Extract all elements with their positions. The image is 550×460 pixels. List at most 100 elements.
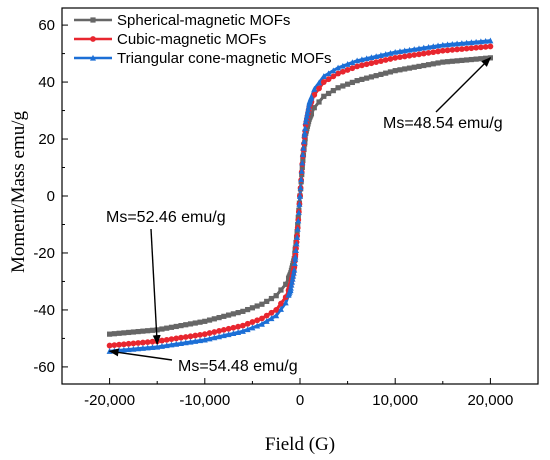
y-ticks: -60 -40 -20 0 20 40 60 [33,17,68,376]
series-marker-2 [120,346,127,353]
series-marker-2 [239,328,246,334]
series-marker-0 [135,328,141,335]
series-marker-0 [230,311,236,317]
series-marker-1 [197,331,203,338]
series-marker-0 [240,308,246,314]
series-marker-2 [294,234,301,240]
x-tick-label: -20,000 [84,392,135,409]
annotation-arrow-1 [150,228,161,346]
legend-marker-1 [90,36,96,42]
series-marker-0 [295,221,301,228]
series-marker-1 [368,60,375,67]
series-marker-0 [378,71,384,78]
series-marker-2 [354,57,361,64]
series-marker-2 [263,318,270,324]
series-marker-0 [345,81,351,87]
series-marker-1 [430,49,437,56]
series-marker-0 [140,328,146,334]
series-marker-2 [206,335,213,342]
series-marker-2 [277,306,284,312]
series-marker-1 [249,319,256,325]
series-marker-0 [149,327,156,333]
legend-marker-2 [90,54,96,61]
series-marker-2 [154,343,161,350]
series-marker-2 [294,225,301,232]
series-marker-2 [163,342,170,349]
series-marker-2 [168,341,175,348]
series-marker-0 [316,99,322,105]
legend-label-2: Triangular cone-magnetic MOFs [117,50,332,67]
series-marker-2 [287,284,294,291]
series-marker-2 [458,40,465,46]
series-marker-1 [178,334,184,341]
series-marker-1 [487,43,494,50]
series-marker-2 [295,217,302,224]
series-marker-1 [130,340,137,347]
series-marker-0 [278,287,284,293]
series-marker-2 [430,43,437,50]
series-marker-1 [216,328,222,334]
series-marker-1 [182,334,189,340]
series-marker-1 [339,68,346,75]
series-marker-2 [254,322,261,329]
series-marker-2 [282,299,289,306]
series-marker-0 [249,305,255,311]
x-ticks: -20,000 -10,000 0 10,000 20,000 [61,378,539,409]
y-tick-label: 0 [47,188,55,205]
series-marker-2 [201,336,208,343]
series-marker-1 [311,91,318,98]
series-marker-0 [116,330,122,336]
series-marker-0 [430,61,436,67]
series-marker-2 [296,201,303,207]
series-marker-2 [368,54,375,61]
series-marker-2 [349,59,356,66]
series-marker-1 [268,309,275,316]
series-marker-2 [477,38,484,45]
series-marker-2 [300,144,307,151]
series-marker-2 [304,109,311,116]
series-marker-1 [416,51,422,58]
series-marker-1 [163,336,170,343]
series-marker-2 [225,331,232,338]
series-marker-0 [259,301,265,307]
series-marker-0 [368,74,374,80]
annotation-arrow-0 [435,57,492,113]
series-marker-1 [458,46,465,52]
series-marker-2 [149,344,156,350]
series-marker-0 [311,105,317,111]
series-marker-2 [401,47,408,54]
series-marker-2 [468,39,475,46]
series-marker-2 [289,275,296,282]
series-marker-2 [482,37,489,44]
series-marker-0 [425,62,432,68]
series-marker-2 [463,39,470,46]
series-marker-2 [292,253,299,260]
series-marker-0 [226,312,232,318]
series-marker-2 [301,131,308,138]
series-marker-2 [444,41,451,48]
series-marker-0 [421,62,427,69]
series-marker-1 [187,333,194,340]
series-marker-0 [221,313,227,319]
series-marker-1 [435,48,441,55]
series-marker-1 [454,46,460,53]
series-marker-1 [135,340,142,346]
series-marker-0 [340,83,346,89]
series-marker-0 [197,319,203,325]
series-marker-0 [111,331,117,337]
series-marker-1 [397,54,403,61]
series-marker-0 [107,331,113,337]
series-marker-1 [463,45,470,52]
series-marker-2 [158,343,165,349]
series-marker-2 [487,37,494,44]
series-marker-0 [183,322,189,328]
series-marker-2 [299,151,306,158]
series-marker-1 [173,335,180,342]
series-marker-2 [235,329,242,335]
series-marker-1 [239,322,246,329]
series-marker-2 [182,339,189,346]
series-marker-1 [382,57,389,63]
series-marker-2 [211,334,218,341]
y-tick-label: -40 [33,302,55,319]
series-marker-2 [249,324,256,331]
